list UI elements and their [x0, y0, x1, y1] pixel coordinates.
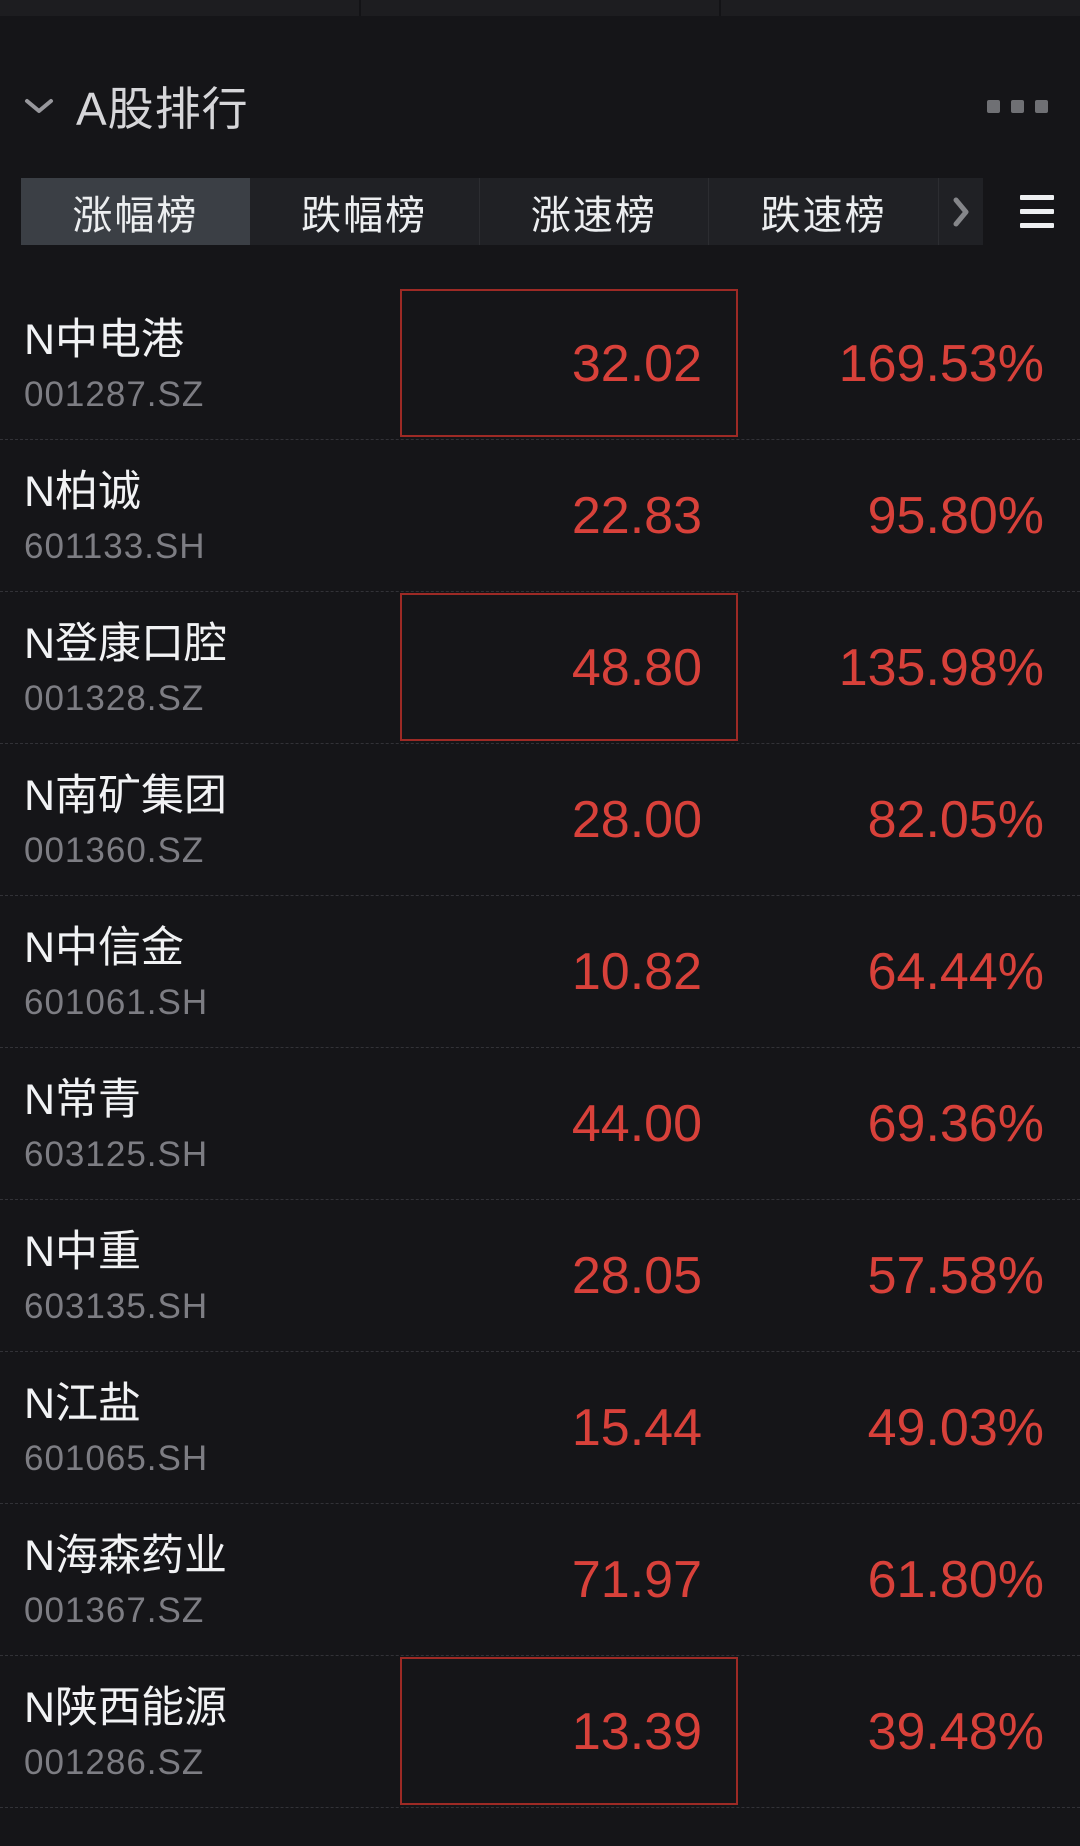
hamburger-icon-bar — [1020, 209, 1054, 214]
stock-name: N中重 — [24, 1228, 142, 1277]
stock-row[interactable]: N海森药业 001367.SZ 71.97 61.80% — [0, 1504, 1080, 1656]
stock-price: 48.80 — [571, 638, 702, 697]
tab-gainers[interactable]: 涨幅榜 — [21, 178, 250, 245]
stock-code: 001360.SZ — [24, 830, 205, 870]
stock-price: 22.83 — [571, 486, 702, 545]
tab-fast-risers[interactable]: 涨速榜 — [478, 178, 709, 245]
tab-losers[interactable]: 跌幅榜 — [249, 178, 479, 245]
stock-code: 001328.SZ — [24, 678, 205, 718]
stock-change-percent: 169.53% — [838, 334, 1044, 393]
stock-price: 32.02 — [571, 334, 702, 393]
stock-change-percent: 57.58% — [867, 1246, 1044, 1305]
stock-code: 001286.SZ — [24, 1742, 205, 1782]
stock-name: N海森药业 — [24, 1532, 228, 1581]
tab-fast-fallers[interactable]: 跌速榜 — [708, 178, 938, 245]
tab-overflow-button[interactable] — [938, 178, 983, 245]
stock-row[interactable]: N中重 603135.SH 28.05 57.58% — [0, 1200, 1080, 1352]
ranking-tabbar: 涨幅榜 跌幅榜 涨速榜 跌速榜 — [21, 178, 983, 245]
stock-row[interactable]: N常青 603125.SH 44.00 69.36% — [0, 1048, 1080, 1200]
stock-change-percent: 69.36% — [867, 1094, 1044, 1153]
stock-code: 603135.SH — [24, 1286, 209, 1326]
stock-name: N柏诚 — [24, 468, 142, 517]
stock-price: 13.39 — [571, 1702, 702, 1761]
chevron-right-icon — [952, 197, 970, 227]
stock-code: 603125.SH — [24, 1134, 209, 1174]
stock-change-percent: 49.03% — [867, 1398, 1044, 1457]
stock-name: N登康口腔 — [24, 620, 228, 669]
collapse-toggle[interactable] — [24, 84, 68, 128]
stock-code: 601061.SH — [24, 982, 209, 1022]
page-title: A股排行 — [76, 83, 249, 135]
more-options-button[interactable] — [983, 90, 1052, 123]
ellipsis-icon — [1035, 99, 1048, 113]
section-header: A股排行 — [0, 46, 1080, 166]
strip-segment — [0, 0, 361, 16]
chevron-down-icon — [24, 97, 54, 115]
stock-row[interactable]: N柏诚 601133.SH 22.83 95.80% — [0, 440, 1080, 592]
stock-list: N中电港 001287.SZ 32.02 169.53% N柏诚 601133.… — [0, 288, 1080, 1808]
stock-name: N南矿集团 — [24, 772, 228, 821]
list-settings-button[interactable] — [1020, 195, 1054, 228]
stock-change-percent: 39.48% — [867, 1702, 1044, 1761]
stock-name: N陕西能源 — [24, 1684, 228, 1733]
ellipsis-icon — [987, 99, 1000, 113]
stock-change-percent: 82.05% — [867, 790, 1044, 849]
stock-change-percent: 95.80% — [867, 486, 1044, 545]
stock-price: 15.44 — [571, 1398, 702, 1457]
tab-row: 涨幅榜 跌幅榜 涨速榜 跌速榜 — [0, 178, 1080, 245]
stock-price: 44.00 — [571, 1094, 702, 1153]
stock-row[interactable]: N登康口腔 001328.SZ 48.80 135.98% — [0, 592, 1080, 744]
stock-name: N中信金 — [24, 924, 185, 973]
stock-change-percent: 135.98% — [838, 638, 1044, 697]
stock-code: 601133.SH — [24, 526, 206, 566]
stock-price: 28.05 — [571, 1246, 702, 1305]
stock-row[interactable]: N中电港 001287.SZ 32.02 169.53% — [0, 288, 1080, 440]
stock-price: 10.82 — [571, 942, 702, 1001]
previous-section-tab-strip — [0, 0, 1080, 16]
stock-row[interactable]: N中信金 601061.SH 10.82 64.44% — [0, 896, 1080, 1048]
stock-price: 71.97 — [571, 1550, 702, 1609]
stock-name: N中电港 — [24, 316, 185, 365]
ellipsis-icon — [1011, 99, 1024, 113]
stock-change-percent: 61.80% — [867, 1550, 1044, 1609]
stock-code: 001367.SZ — [24, 1590, 205, 1630]
strip-segment — [360, 0, 722, 16]
stock-row[interactable]: N江盐 601065.SH 15.44 49.03% — [0, 1352, 1080, 1504]
stock-change-percent: 64.44% — [867, 942, 1044, 1001]
hamburger-icon-bar — [1020, 195, 1054, 200]
hamburger-icon-bar — [1020, 223, 1054, 228]
stock-name: N江盐 — [24, 1380, 142, 1429]
strip-segment — [721, 0, 1080, 16]
stock-price: 28.00 — [571, 790, 702, 849]
stock-row[interactable]: N陕西能源 001286.SZ 13.39 39.48% — [0, 1656, 1080, 1808]
stock-row[interactable]: N南矿集团 001360.SZ 28.00 82.05% — [0, 744, 1080, 896]
stock-code: 601065.SH — [24, 1438, 209, 1478]
stock-name: N常青 — [24, 1076, 142, 1125]
stock-code: 001287.SZ — [24, 374, 205, 414]
